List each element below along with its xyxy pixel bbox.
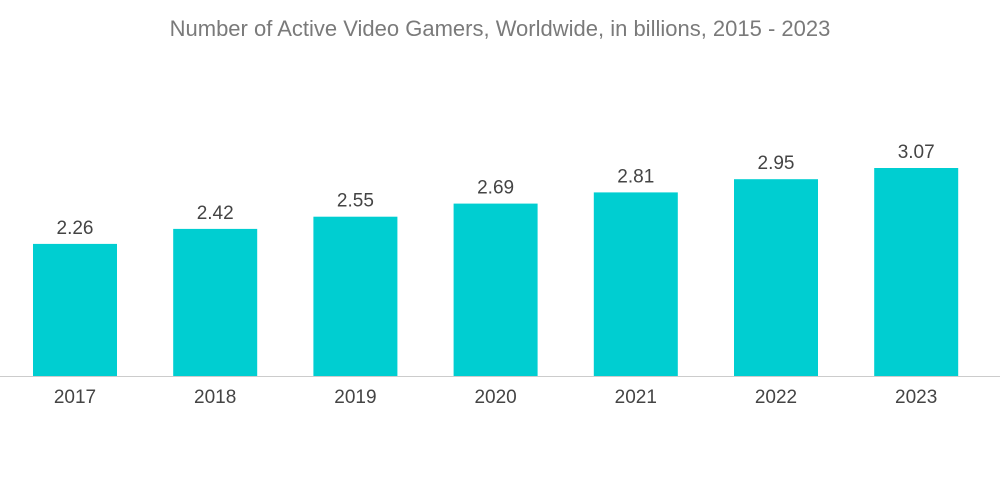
x-tick-label-2022: 2022 bbox=[755, 387, 797, 408]
bar-2019 bbox=[313, 216, 398, 376]
x-tick-label-2018: 2018 bbox=[194, 387, 236, 408]
value-labels-layer: 2.26 2.42 2.55 2.69 2.81 2.95 3.07 bbox=[57, 142, 935, 239]
value-label-2023: 3.07 bbox=[898, 142, 935, 163]
x-tick-label-2020: 2020 bbox=[474, 387, 516, 408]
value-label-2021: 2.81 bbox=[617, 166, 654, 187]
bars-layer bbox=[33, 168, 959, 376]
bar-2021 bbox=[593, 192, 678, 376]
x-tick-label-2021: 2021 bbox=[615, 387, 657, 408]
bar-2023 bbox=[874, 168, 959, 376]
bar-2017 bbox=[33, 243, 117, 376]
value-label-2020: 2.69 bbox=[477, 178, 514, 199]
value-label-2018: 2.42 bbox=[197, 203, 234, 224]
x-tick-labels-layer: 2017 2018 2019 2020 2021 2022 2023 bbox=[54, 387, 937, 408]
bar-2020 bbox=[453, 203, 538, 376]
chart-title: Number of Active Video Gamers, Worldwide… bbox=[169, 16, 831, 41]
value-label-2019: 2.55 bbox=[337, 191, 374, 212]
value-label-2022: 2.95 bbox=[758, 153, 795, 174]
value-label-2017: 2.26 bbox=[57, 218, 94, 239]
x-tick-label-2019: 2019 bbox=[334, 387, 376, 408]
bar-2022 bbox=[734, 179, 818, 376]
bar-2018 bbox=[173, 228, 258, 376]
x-tick-label-2017: 2017 bbox=[54, 387, 96, 408]
x-tick-label-2023: 2023 bbox=[895, 387, 937, 408]
